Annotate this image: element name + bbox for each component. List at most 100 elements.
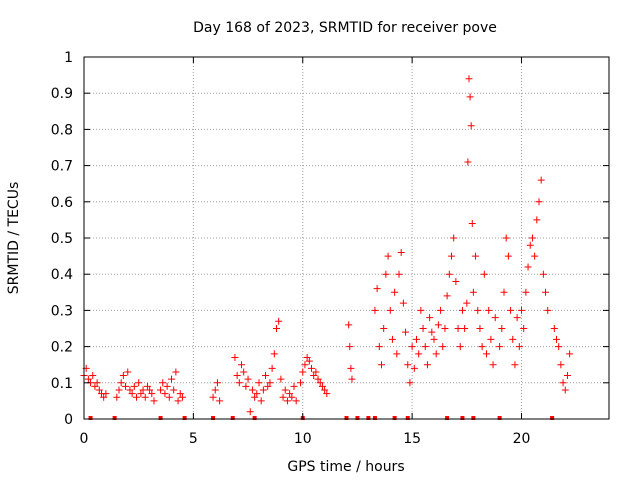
zero-marker (211, 416, 216, 420)
data-point (235, 379, 243, 387)
data-point (93, 379, 101, 387)
data-point (266, 379, 274, 387)
data-point (373, 285, 381, 293)
data-point (211, 386, 219, 394)
data-point (496, 343, 504, 351)
data-point (539, 270, 547, 278)
data-point (386, 306, 394, 314)
data-point (456, 343, 464, 351)
data-point (137, 390, 145, 398)
zero-marker (158, 416, 163, 420)
x-tick-label: 0 (80, 431, 89, 447)
data-point (297, 379, 305, 387)
data-point (251, 393, 259, 401)
data-point (472, 252, 480, 260)
data-point (406, 379, 414, 387)
data-point (458, 306, 466, 314)
data-point (382, 270, 390, 278)
data-point (279, 393, 287, 401)
data-point (518, 306, 525, 314)
zero-marker (460, 416, 465, 420)
y-tick-label: 0.9 (51, 86, 73, 102)
data-point (161, 390, 169, 398)
data-point (163, 382, 171, 390)
data-point (397, 248, 405, 256)
data-point (299, 368, 307, 376)
data-point (388, 335, 396, 343)
data-point (507, 306, 515, 314)
data-point (115, 386, 123, 394)
data-point (464, 158, 472, 166)
data-point (347, 364, 355, 372)
data-point (437, 306, 445, 314)
data-point (500, 288, 508, 296)
data-point (513, 314, 521, 322)
data-point (168, 375, 175, 383)
data-point (133, 393, 140, 401)
data-point (178, 393, 186, 401)
data-point (262, 372, 270, 380)
data-point (487, 335, 495, 343)
data-point (240, 368, 248, 376)
x-tick-label: 10 (294, 431, 312, 447)
data-point (489, 361, 497, 369)
data-point (485, 306, 493, 314)
x-axis-label: GPS time / hours (287, 459, 404, 475)
data-point (346, 343, 354, 351)
data-point (213, 379, 221, 387)
data-point (520, 325, 528, 332)
data-point (242, 382, 250, 390)
data-point (378, 361, 385, 369)
data-point (170, 386, 178, 394)
data-point (348, 375, 356, 383)
data-point (415, 350, 423, 358)
data-point (318, 382, 326, 390)
data-point (255, 379, 263, 387)
zero-marker (445, 416, 450, 420)
data-point (478, 343, 486, 351)
zero-marker (405, 416, 410, 420)
data-point (143, 382, 151, 390)
zero-marker (355, 416, 360, 420)
data-point (561, 386, 569, 394)
data-point (95, 386, 103, 394)
data-point (371, 306, 379, 314)
data-point (439, 343, 447, 351)
data-point (476, 325, 484, 332)
data-point (553, 335, 560, 343)
data-point (423, 361, 431, 369)
y-axis-label: SRMTID / TECUs (6, 182, 22, 295)
data-point (126, 386, 134, 394)
data-point (393, 350, 401, 358)
data-point (466, 93, 474, 101)
data-point (421, 343, 429, 351)
data-point (310, 372, 318, 380)
y-tick-label: 1 (64, 50, 73, 66)
data-point (314, 375, 322, 383)
data-point (524, 263, 532, 271)
data-point (209, 393, 217, 401)
data-point (434, 321, 442, 329)
data-point (465, 75, 473, 83)
data-point (281, 386, 289, 394)
data-point (84, 375, 92, 383)
data-point (273, 325, 280, 332)
data-point (391, 288, 399, 296)
data-point (557, 361, 565, 369)
data-point (454, 325, 462, 332)
data-point (448, 252, 455, 260)
zero-marker (182, 416, 187, 420)
y-tick-label: 0.1 (51, 376, 73, 392)
zero-marker (366, 416, 371, 420)
data-point (559, 379, 567, 387)
data-point (253, 390, 261, 398)
data-point (270, 350, 278, 358)
grid-layer (84, 57, 609, 419)
y-tick-label: 0.2 (51, 340, 73, 356)
data-point (128, 390, 136, 398)
data-point (102, 390, 110, 398)
data-point (428, 328, 436, 336)
data-point (283, 397, 291, 405)
data-point (308, 364, 315, 372)
